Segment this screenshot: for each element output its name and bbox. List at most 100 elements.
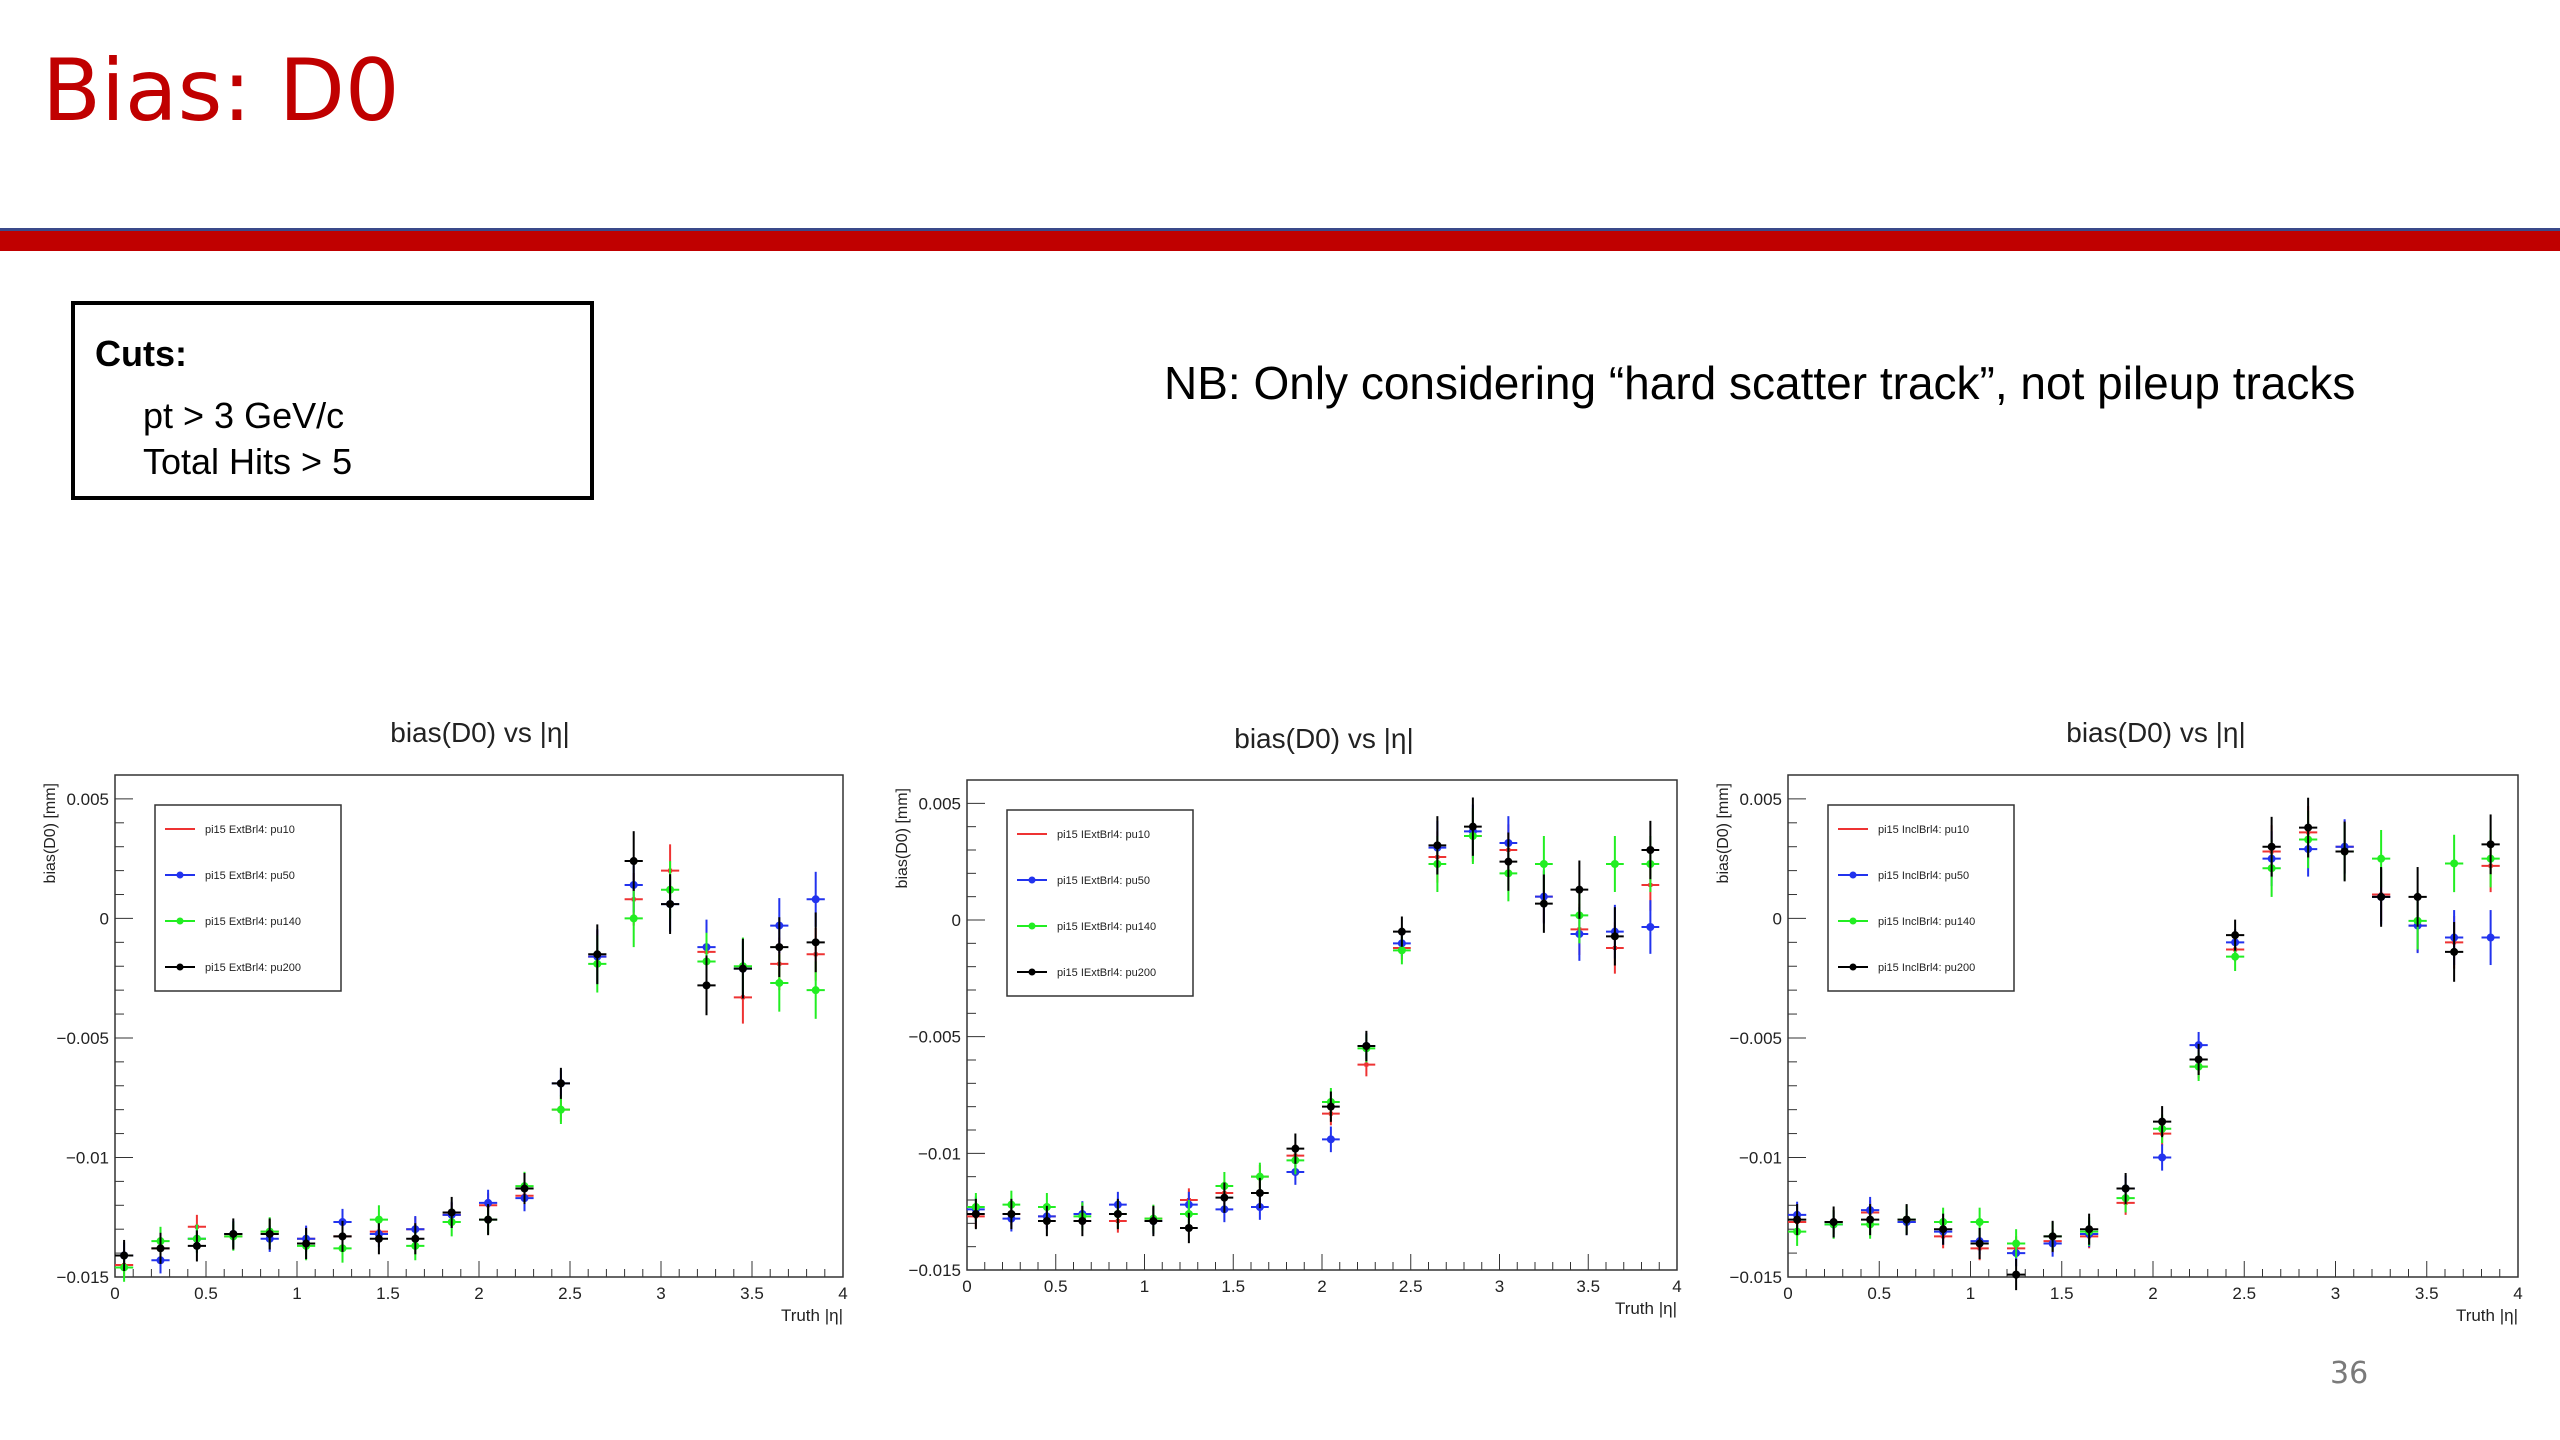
x-axis-label: Truth |η| bbox=[781, 1306, 843, 1325]
data-point bbox=[811, 986, 820, 995]
data-point bbox=[738, 964, 747, 973]
legend-entry: pi15 InclBrl4: pu50 bbox=[1878, 870, 1969, 882]
data-point bbox=[374, 1234, 383, 1243]
data-point bbox=[1975, 1218, 1984, 1227]
page-number: 36 bbox=[2330, 1356, 2369, 1391]
data-point bbox=[1364, 1062, 1369, 1067]
x-tick-label: 4 bbox=[2513, 1284, 2522, 1303]
data-point bbox=[2340, 847, 2349, 856]
data-point bbox=[2158, 1117, 2167, 1126]
data-point bbox=[484, 1198, 493, 1207]
legend-swatch-marker bbox=[1849, 871, 1857, 879]
x-tick-label: 2.5 bbox=[1399, 1277, 1423, 1296]
cuts-box: Cuts: pt > 3 GeV/c Total Hits > 5 bbox=[71, 301, 594, 500]
data-point bbox=[629, 857, 638, 866]
data-point bbox=[1646, 923, 1655, 931]
data-point bbox=[2377, 892, 2386, 901]
data-point bbox=[2413, 892, 2422, 901]
data-point bbox=[1291, 1144, 1300, 1153]
y-tick-label: −0.015 bbox=[1730, 1268, 1782, 1287]
data-point bbox=[1113, 1210, 1122, 1218]
legend-box bbox=[1006, 809, 1194, 997]
chart-title: bias(D0) vs |η| bbox=[2066, 717, 2245, 748]
legend-swatch-marker bbox=[176, 963, 184, 971]
data-point bbox=[2121, 1184, 2130, 1193]
data-point bbox=[811, 938, 820, 947]
data-point bbox=[1007, 1210, 1016, 1218]
data-point bbox=[2450, 859, 2459, 868]
data-point bbox=[229, 1229, 238, 1238]
legend-swatch-marker bbox=[1849, 963, 1857, 971]
data-point bbox=[1902, 1215, 1911, 1224]
x-tick-label: 3.5 bbox=[2415, 1284, 2439, 1303]
legend-box bbox=[1827, 804, 2015, 992]
y-axis: 0.005 0 −0.005 −0.01 −0.015 bias(D0) [mm] bbox=[42, 774, 133, 1287]
data-point bbox=[2486, 933, 2495, 942]
series-3 bbox=[1788, 797, 2500, 1291]
legend-entry: pi15 ExtBrl4: pu140 bbox=[205, 916, 301, 928]
data-point bbox=[120, 1251, 129, 1260]
legend-entry: pi15 IExtBrl4: pu10 bbox=[1057, 829, 1150, 841]
data-point bbox=[1326, 1102, 1335, 1111]
data-point bbox=[2486, 840, 2495, 849]
legend-entry: pi15 ExtBrl4: pu10 bbox=[205, 824, 295, 836]
data-point bbox=[2012, 1239, 2021, 1248]
x-tick-label: 3.5 bbox=[740, 1284, 764, 1303]
data-point bbox=[2158, 1153, 2167, 1162]
cuts-title: Cuts: bbox=[95, 333, 187, 374]
data-point bbox=[1829, 1218, 1838, 1227]
legend-swatch-marker bbox=[1028, 922, 1036, 930]
data-point bbox=[1042, 1217, 1051, 1225]
x-tick-label: 0.5 bbox=[1867, 1284, 1891, 1303]
x-tick-label: 3 bbox=[2331, 1284, 2340, 1303]
data-point bbox=[192, 1241, 201, 1250]
y-tick-label: 0 bbox=[952, 911, 961, 930]
data-point bbox=[1793, 1215, 1802, 1224]
series-3 bbox=[115, 831, 825, 1272]
data-point bbox=[411, 1234, 420, 1243]
data-point bbox=[1220, 1193, 1229, 1202]
data-point bbox=[484, 1215, 493, 1224]
y-tick-label: −0.005 bbox=[1730, 1029, 1782, 1048]
data-point bbox=[702, 981, 711, 990]
data-point bbox=[1610, 932, 1619, 941]
x-tick-label: 2.5 bbox=[558, 1284, 582, 1303]
y-tick-label: −0.01 bbox=[66, 1148, 109, 1167]
data-point bbox=[1866, 1215, 1875, 1224]
legend: pi15 ExtBrl4: pu10 pi15 ExtBrl4: pu50 pi15… bbox=[154, 804, 342, 992]
legend-swatch-marker bbox=[176, 871, 184, 879]
data-point bbox=[2450, 947, 2459, 956]
x-tick-label: 3 bbox=[1495, 1277, 1504, 1296]
legend-swatch-marker bbox=[176, 917, 184, 925]
x-tick-label: 0.5 bbox=[194, 1284, 218, 1303]
x-tick-label: 0 bbox=[962, 1277, 971, 1296]
data-point bbox=[811, 895, 820, 904]
x-tick-label: 2.5 bbox=[2232, 1284, 2256, 1303]
chart-title: bias(D0) vs |η| bbox=[390, 717, 569, 748]
x-tick-label: 0 bbox=[110, 1284, 119, 1303]
data-point bbox=[1575, 885, 1584, 894]
data-point bbox=[1326, 1135, 1335, 1144]
data-point bbox=[556, 1105, 565, 1114]
x-axis-label: Truth |η| bbox=[2456, 1306, 2518, 1325]
y-tick-label: 0.005 bbox=[66, 790, 109, 809]
data-point bbox=[1975, 1239, 1984, 1248]
data-point bbox=[593, 950, 602, 959]
y-axis-label: bias(D0) [mm] bbox=[1715, 783, 1732, 883]
data-point bbox=[666, 900, 675, 909]
x-tick-label: 2 bbox=[474, 1284, 483, 1303]
data-point bbox=[2231, 931, 2240, 940]
data-point bbox=[1939, 1225, 1948, 1234]
data-point bbox=[971, 1210, 980, 1218]
y-tick-label: −0.015 bbox=[57, 1268, 109, 1287]
legend-entry: pi15 InclBrl4: pu140 bbox=[1878, 916, 1975, 928]
x-tick-label: 1 bbox=[292, 1284, 301, 1303]
data-point bbox=[775, 943, 784, 952]
legend-entry: pi15 ExtBrl4: pu50 bbox=[205, 870, 295, 882]
data-point bbox=[1362, 1042, 1371, 1050]
y-tick-label: −0.01 bbox=[918, 1144, 961, 1163]
data-point bbox=[302, 1239, 311, 1248]
x-axis-label: Truth |η| bbox=[1615, 1299, 1677, 1318]
data-point bbox=[2194, 1055, 2203, 1064]
data-point bbox=[1184, 1224, 1193, 1232]
